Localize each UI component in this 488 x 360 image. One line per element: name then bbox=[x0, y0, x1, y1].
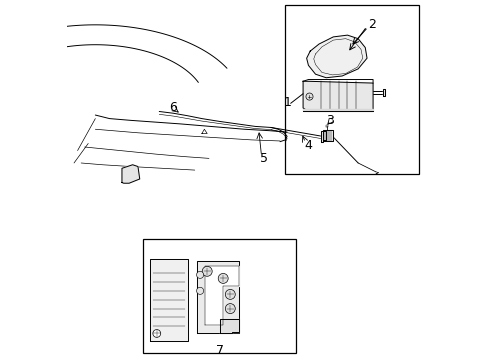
Text: 2: 2 bbox=[367, 18, 376, 31]
Circle shape bbox=[225, 289, 235, 300]
Circle shape bbox=[305, 93, 312, 100]
Circle shape bbox=[196, 271, 203, 278]
Polygon shape bbox=[196, 261, 239, 333]
Polygon shape bbox=[150, 259, 187, 341]
Circle shape bbox=[196, 287, 203, 294]
Circle shape bbox=[153, 329, 161, 337]
Text: 5: 5 bbox=[260, 152, 267, 165]
Circle shape bbox=[218, 274, 228, 283]
Polygon shape bbox=[205, 266, 239, 325]
Bar bbox=[143, 239, 295, 353]
Polygon shape bbox=[303, 81, 372, 112]
Polygon shape bbox=[303, 109, 372, 112]
Polygon shape bbox=[322, 130, 332, 141]
Polygon shape bbox=[122, 165, 140, 183]
Text: 7: 7 bbox=[215, 345, 223, 357]
Polygon shape bbox=[320, 131, 325, 142]
Polygon shape bbox=[306, 35, 366, 78]
Text: 1: 1 bbox=[283, 96, 290, 109]
Bar bbox=[285, 5, 418, 174]
Circle shape bbox=[202, 266, 212, 276]
Text: 6: 6 bbox=[169, 102, 177, 114]
Circle shape bbox=[225, 303, 235, 314]
Polygon shape bbox=[202, 129, 207, 134]
Text: 3: 3 bbox=[325, 114, 333, 127]
Text: 4: 4 bbox=[304, 139, 312, 152]
Polygon shape bbox=[382, 90, 385, 96]
Polygon shape bbox=[219, 319, 239, 333]
